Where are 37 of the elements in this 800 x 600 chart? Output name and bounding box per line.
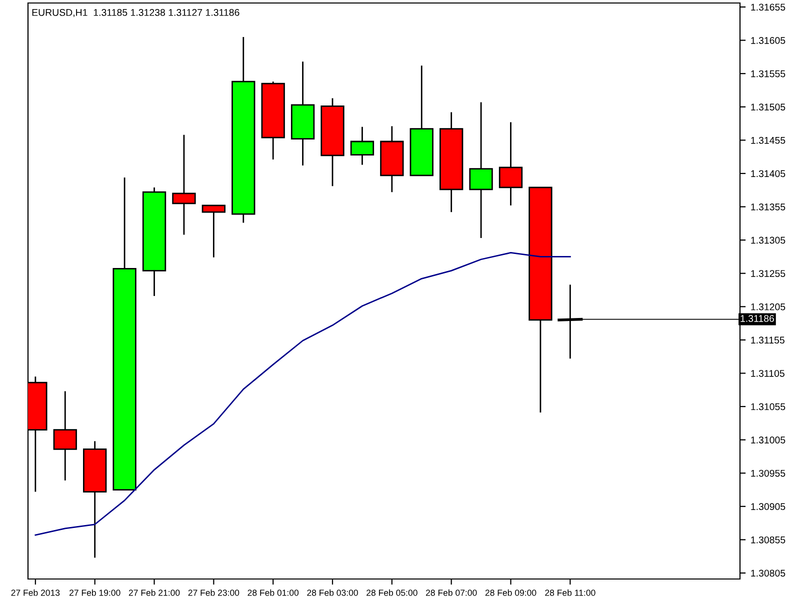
y-tick-label: 1.31555 (751, 70, 786, 78)
candlestick (469, 102, 493, 239)
x-tick-label: 27 Feb 21:00 (128, 589, 180, 596)
y-tick-label: 1.31255 (751, 270, 786, 277)
y-tick-label: 1.31205 (751, 303, 786, 310)
y-tick-label: 1.31155 (751, 336, 784, 344)
candlestick (498, 122, 523, 206)
y-tick-label: 1.31505 (751, 104, 786, 110)
x-tick-label: 28 Feb 05:00 (366, 589, 418, 596)
y-tick-label: 1.30805 (751, 570, 786, 577)
annotation: 1.31186 (740, 315, 774, 322)
x-tick-label: 28 Feb 09:00 (485, 589, 536, 596)
y-tick-label: 1.31655 (751, 4, 786, 11)
x-tick-label: 27 Feb 23:00 (188, 589, 240, 596)
y-tick-label: 1.31055 (751, 403, 786, 410)
text: EURUSD,H1 1.31185 1.31238 1.31127 1.31186 (32, 9, 240, 18)
line-series (34, 252, 571, 536)
x-tick-label: 27 Feb 2013 (11, 589, 60, 596)
x-tick-label: 28 Feb 11:00 (545, 589, 596, 596)
y-tick-label: 1.31455 (751, 136, 786, 144)
y-tick-label: 1.30955 (751, 470, 786, 477)
y-tick-label: 1.30855 (751, 536, 786, 544)
candlestick (53, 390, 77, 482)
y-tick-label: 1.31005 (751, 436, 786, 444)
y-tick-label: 1.31605 (751, 37, 786, 44)
y-tick-label: 1.31405 (751, 170, 786, 178)
y-tick-label: 1.31355 (751, 204, 786, 210)
x-tick-label: 28 Feb 07:00 (426, 589, 477, 596)
candlestick (202, 204, 226, 258)
y-tick-label: 1.31305 (751, 236, 786, 244)
x-tick-label: 28 Feb 03:00 (307, 589, 358, 596)
candlestick (350, 126, 374, 166)
y-tick-label: 1.30905 (751, 503, 786, 510)
x-tick-label: 27 Feb 19:00 (70, 589, 120, 596)
candlestick (172, 134, 196, 236)
y-tick-label: 1.31105 (751, 370, 784, 377)
x-tick-label: 28 Feb 01:00 (248, 589, 299, 596)
